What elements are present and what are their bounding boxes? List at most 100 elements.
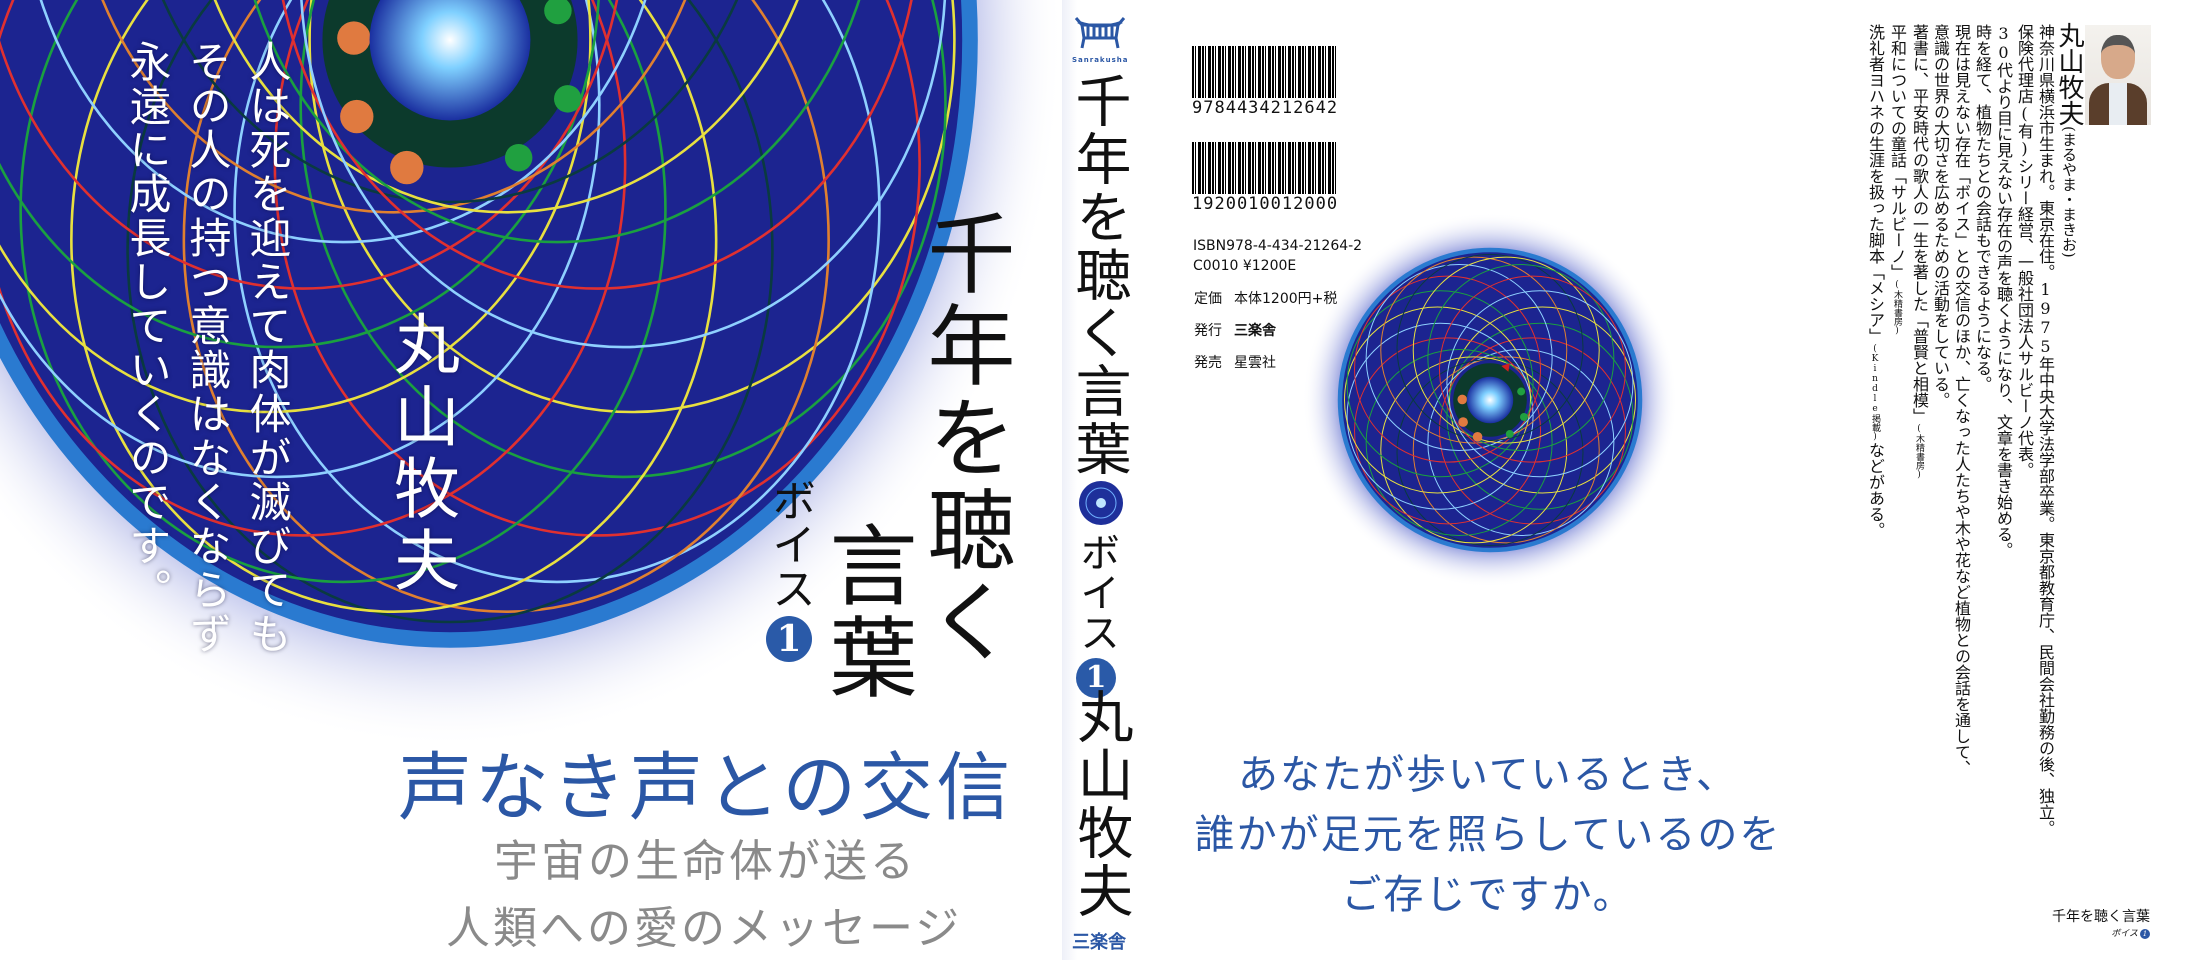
orbit-ring (1346, 290, 1534, 478)
bio-text: 意識の世界の大切さを広めるための活動をしている。 (1931, 24, 1950, 408)
orbit-ring (1438, 275, 1626, 463)
orbit-ring (70, 0, 718, 614)
orange-orb (390, 150, 424, 185)
spine-publisher: 三楽舎 (1072, 932, 1126, 953)
orange-orb (340, 99, 374, 134)
volume-badge: 1 (766, 616, 812, 662)
orange-orb (1472, 431, 1483, 442)
footer-series-label: ボイス (2111, 929, 2138, 939)
orbit-ring (1412, 256, 1600, 444)
publisher: 三楽舎 (1234, 323, 1276, 339)
orbit-ring (1396, 254, 1584, 441)
orbit-ring (1380, 256, 1568, 444)
bio-note: (木精書房) (1892, 280, 1902, 336)
front-author: 丸山牧夫 (383, 310, 460, 598)
back-footer-title: 千年を聴く言葉 ボイス 1 (2052, 906, 2150, 939)
bio-author-name: 丸山牧夫 (2054, 22, 2084, 126)
quote-line-3: 永遠に成長していくのです。 (123, 40, 172, 612)
spine-title: 千年を聴く言葉 (1066, 72, 1131, 478)
back-mandala-artwork (1302, 212, 1678, 588)
bio-text: 著書に、平安時代の歌人の一生を著した「普賢と相模」 (1910, 24, 1929, 424)
distributor-label: 発売 (1194, 355, 1222, 371)
footer-series: ボイス 1 (2052, 926, 2150, 939)
bio-note: (Kindle掲載) (1870, 344, 1880, 442)
green-spike (1517, 387, 1526, 396)
barcode-isbn-number: 9784434212642 (1192, 98, 1339, 118)
quote-line-1: 人は死を迎えて肉体が滅びても (243, 40, 292, 656)
orbit-ring (299, 0, 947, 349)
green-spike (554, 85, 582, 113)
orbit-ring (308, 0, 956, 414)
orbit-ring (19, 0, 667, 244)
center-light (369, 0, 531, 121)
spine-mandala-icon (1079, 481, 1123, 525)
isbn-block: ISBN978-4-434-21264-2 C0010 ¥1200E (1193, 236, 1362, 276)
orbit-ring (1365, 348, 1553, 536)
front-subtitle-2: 人類への愛のメッセージ (446, 903, 963, 954)
bio-text: 保険代理店(有)シリー経営、一般社団法人サルビーノ代表。 (2015, 24, 2034, 478)
front-mandala-artwork (0, 0, 1060, 748)
front-title-line1: 千年を聴く (913, 208, 1016, 668)
orbit-ring (1449, 306, 1636, 494)
orbit-ring (273, 0, 921, 290)
bio-line: 平和についての童話「サルビーノ」(木精書房) (1886, 24, 1908, 836)
front-title-line2: 言葉 (815, 520, 918, 704)
green-spike (1520, 413, 1528, 421)
distributor: 星雲社 (1234, 355, 1276, 371)
disc (0, 0, 978, 648)
bio-text: 洗礼者ヨハネの生涯を扱った脚本「メシア」 (1866, 24, 1885, 344)
orbit-ring (233, 0, 881, 244)
bio-text: 平和についての童話「サルビーノ」 (1888, 24, 1907, 280)
footer-title: 千年を聴く言葉 (2052, 909, 2150, 925)
bio-tail: などがある。 (1866, 442, 1885, 538)
orbit-ring (1446, 290, 1634, 478)
back-tagline-1: あなたが歩いているとき、 (1238, 752, 1738, 798)
ring-group (0, 0, 956, 624)
orbit-ring (1412, 356, 1600, 544)
ring-group (1344, 254, 1636, 546)
orbit-ring (0, 0, 601, 349)
orbit-ring (126, 0, 774, 204)
orbit-ring (0, 0, 592, 414)
spine-author: 丸山牧夫 (1068, 688, 1133, 920)
orbit-ring (182, 0, 830, 214)
orbit-ring (0, 0, 627, 537)
front-tagline: 声なき声との交信 (398, 745, 1014, 831)
orbit-ring (19, 0, 667, 584)
spine-volume-badge: 1 (1076, 658, 1116, 698)
orbit-ring (1427, 348, 1615, 536)
barcode-isbn (1192, 46, 1338, 98)
back-tagline-2: 誰かが足元を照らしているのを (1194, 812, 1782, 858)
bio-line: 30代より目に見えない存在の声を聴くようになり、文章を書き始める。 (1993, 24, 2014, 836)
classification-code: C0010 ¥1200E (1193, 258, 1297, 274)
bio-author-reading: (まるやま・まきお) (2060, 126, 2078, 258)
series-label: ボイス (764, 478, 815, 610)
publisher-logo-text: Sanrakusha (1072, 56, 1129, 64)
orbit-ring (1380, 356, 1568, 544)
orbit-ring (1446, 322, 1634, 510)
spine: Sanrakusha 千年を聴く言葉 ボイス 1 丸山牧夫 三楽舎 (1062, 0, 1138, 960)
footer-volume-badge: 1 (2140, 929, 2150, 939)
orbit-ring (1346, 322, 1534, 510)
orbit-ring (1344, 306, 1531, 494)
green-spike (1505, 430, 1514, 438)
orbit-ring (1427, 264, 1615, 452)
orbit-ring (1396, 359, 1584, 546)
quote-line-2: その人の持つ意識はなくならず (183, 40, 232, 656)
bio-line: 保険代理店(有)シリー経営、一般社団法人サルビーノ代表。 (2014, 24, 2035, 836)
bio-line: 著書に、平安時代の歌人の一生を著した「普賢と相模」(木精書房) (1908, 24, 1930, 836)
spine-series-label: ボイス (1073, 532, 1119, 652)
orbit-ring (0, 0, 627, 290)
orbit-ring (1354, 337, 1542, 525)
publication-info: 定価 本体1200円+税 発行 三楽舎 発売 星雲社 (1194, 283, 1337, 379)
front-series: ボイス 1 (764, 478, 815, 662)
orbit-ring (70, 0, 718, 214)
author-photo (2085, 25, 2151, 125)
barcode-price (1192, 142, 1338, 194)
bio-line: 現在は見えない存在「ボイス」との交信のほか、亡くなった人たちや木や花など植物との… (1951, 24, 1972, 836)
orbit-ring (1438, 337, 1626, 525)
orbit-ring (299, 0, 947, 479)
orange-orb (337, 21, 371, 55)
isbn: ISBN978-4-434-21264-2 (1193, 238, 1363, 254)
green-spike (504, 144, 533, 172)
